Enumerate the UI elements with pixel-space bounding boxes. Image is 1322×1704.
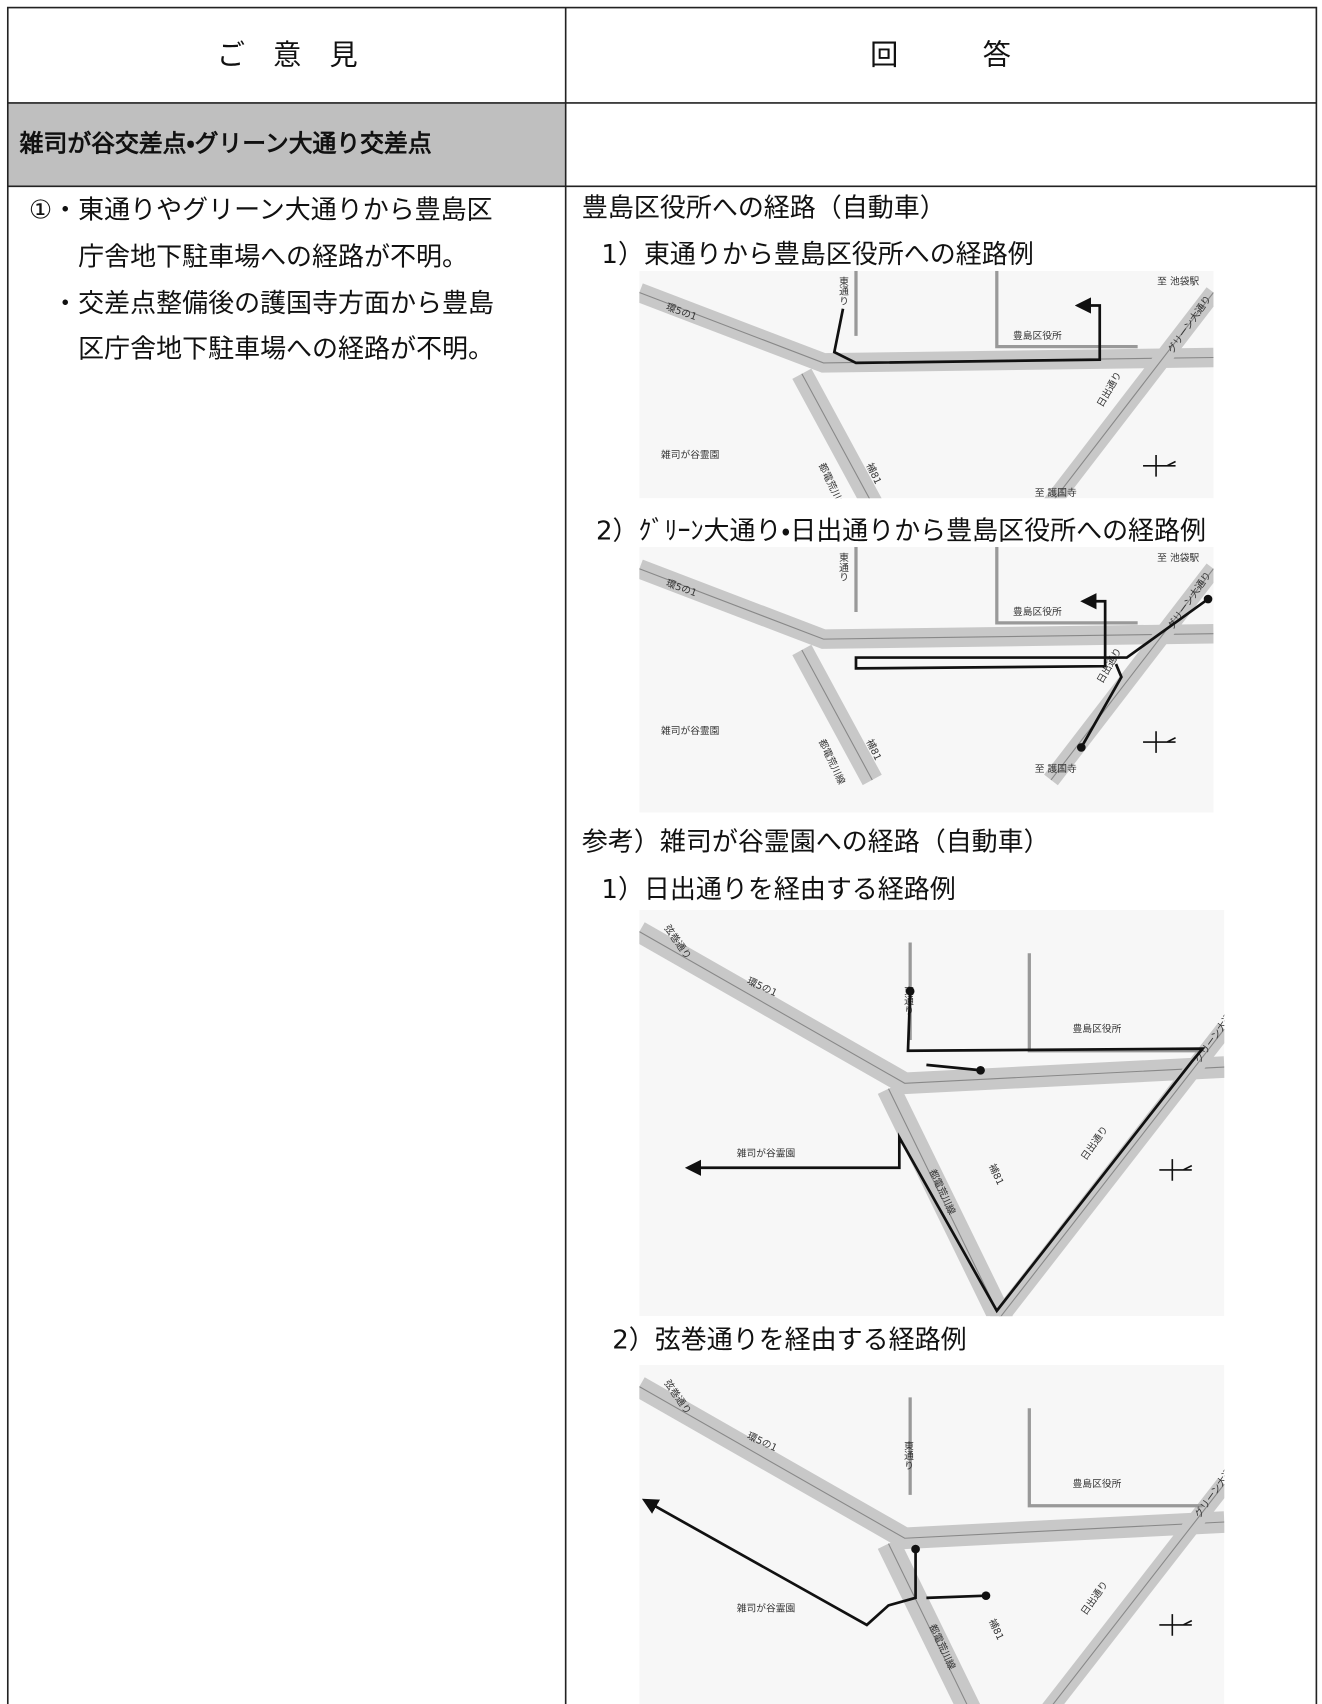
route xyxy=(926,1594,987,1600)
route xyxy=(1080,663,1123,749)
map-label: 東通り xyxy=(837,551,849,582)
header-opinion: ご 意 見 xyxy=(217,38,358,71)
road xyxy=(995,270,1138,349)
map-label: 至 護国寺 xyxy=(1035,486,1077,499)
route-start xyxy=(1076,743,1086,752)
route-start xyxy=(976,1065,985,1075)
opinion-line: 交差点整備後の護国寺方面から豊島 xyxy=(78,289,494,319)
road xyxy=(995,547,1138,625)
road-edge xyxy=(1052,1483,1225,1704)
route xyxy=(926,1063,981,1072)
road xyxy=(1027,1408,1203,1508)
map: 環5の1東通り豊島区役所至 池袋駅グリーン大通り日出通り雑司が谷霊園都電荒川線補… xyxy=(639,270,1214,499)
map-label: 雑司が谷霊園 xyxy=(661,448,719,461)
route-start xyxy=(981,1591,991,1601)
north-symbol xyxy=(1143,731,1176,753)
road-edge xyxy=(801,373,870,499)
map-label: 雑司が谷霊園 xyxy=(737,1602,795,1615)
map-label: 東通り xyxy=(837,275,849,306)
route-start xyxy=(905,986,915,996)
table-grid xyxy=(6,6,1318,1704)
caption: 1）日出通りを経由する経路例 xyxy=(601,875,955,905)
north-symbol xyxy=(1159,1159,1193,1181)
map-label: 豊島区役所 xyxy=(1073,1477,1122,1490)
opinion-line: 区庁舎地下駐車場への経路が不明。 xyxy=(78,334,494,364)
section-title: 雑司が谷交差点・グリーン大通り交差点 xyxy=(19,130,432,158)
route xyxy=(832,297,1102,365)
route xyxy=(641,1498,917,1627)
map-label: 至 池袋駅 xyxy=(1157,551,1199,564)
road-edge xyxy=(801,649,873,781)
road-edge xyxy=(888,1543,968,1704)
header-answer: 回 答 xyxy=(870,38,1011,71)
caption: 2）弦巻通りを経由する経路例 xyxy=(612,1326,966,1356)
route-start xyxy=(1203,594,1213,604)
answer-heading: 豊島区役所への経路（自動車） xyxy=(582,194,946,224)
map-label: 至 池袋駅 xyxy=(1157,275,1199,288)
map-label: 豊島区役所 xyxy=(1013,605,1062,618)
reference-heading: 参考）雑司が谷霊園への経路（自動車） xyxy=(582,827,1050,857)
road-edge xyxy=(888,1088,1001,1317)
road-edge xyxy=(1000,1028,1225,1317)
north-symbol xyxy=(1143,454,1176,477)
route xyxy=(684,991,1206,1314)
section-cell xyxy=(7,102,566,187)
road-edge xyxy=(1054,292,1214,499)
opinion-line: 庁舎地下駐車場への経路が不明。 xyxy=(78,242,468,272)
map-body: 環5の1東通り豊島区役所至 池袋駅グリーン大通り日出通り雑司が谷霊園都電荒川線補… xyxy=(639,270,1214,499)
caption: 2）ｸﾞﾘｰﾝ大通り・日出通りから豊島区役所への経路例 xyxy=(596,516,1206,546)
map-label: 東通り xyxy=(902,984,914,1015)
map-label: 東通り xyxy=(902,1439,914,1470)
opinion-marker: ①・ xyxy=(29,196,78,226)
road-edge xyxy=(639,1386,1225,1539)
map-label: 豊島区役所 xyxy=(1073,1022,1122,1035)
route xyxy=(854,593,1209,670)
route-start xyxy=(911,1544,920,1554)
map: 環5の1東通り豊島区役所至 池袋駅グリーン大通り日出通り雑司が谷霊園都電荒川線補… xyxy=(639,547,1214,813)
north-symbol xyxy=(1159,1614,1193,1636)
road-edge xyxy=(639,931,1225,1084)
opinion-line: 東通りやグリーン大通りから豊島区 xyxy=(78,196,492,226)
road-edge xyxy=(639,568,1214,640)
map-label: 豊島区役所 xyxy=(1013,329,1062,342)
map-label: 至 護国寺 xyxy=(1035,762,1077,775)
caption: 1）東通りから豊島区役所への経路例 xyxy=(601,240,1033,270)
opinion-marker: ・ xyxy=(52,289,78,319)
map-body: 環5の1東通り豊島区役所至 池袋駅グリーン大通り日出通り雑司が谷霊園都電荒川線補… xyxy=(639,547,1214,813)
map-label: 雑司が谷霊園 xyxy=(661,724,719,737)
map-bg xyxy=(639,270,1214,499)
map-label: 雑司が谷霊園 xyxy=(737,1147,795,1160)
